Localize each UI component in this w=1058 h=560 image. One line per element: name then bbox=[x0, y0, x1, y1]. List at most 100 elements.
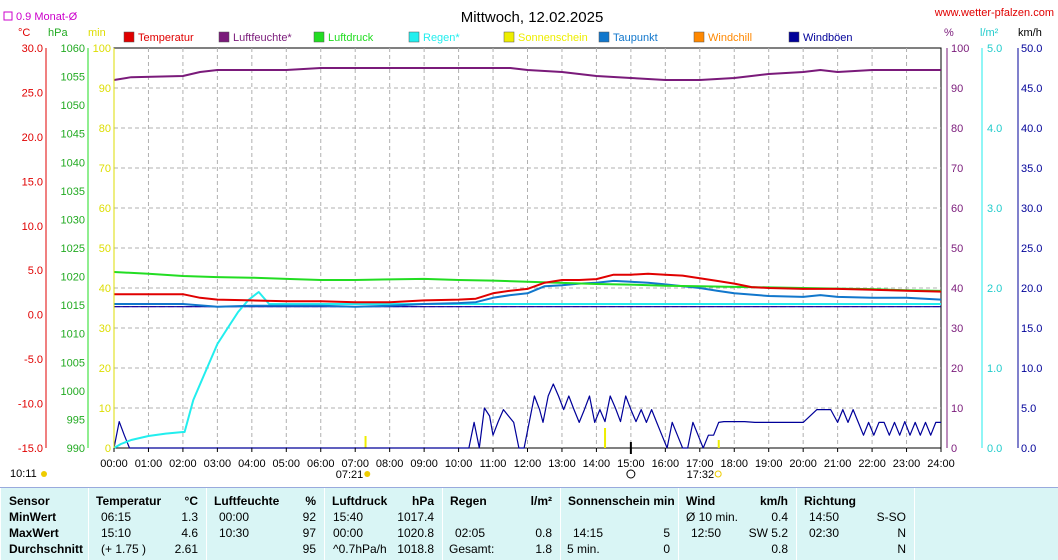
wind-tick-label: 0.0 bbox=[1021, 443, 1036, 455]
time-tick-label: 24:00 bbox=[927, 458, 955, 470]
legend-item-rain: Regen* bbox=[408, 31, 460, 44]
weather-chart: Mittwoch, 12.02.2025 www.wetter-pfalzen.… bbox=[3, 7, 1054, 481]
temp-tick-label: -15.0 bbox=[18, 443, 43, 455]
temp-max-time: 15:10 bbox=[101, 526, 132, 540]
wind-tick-label: 40.0 bbox=[1021, 123, 1042, 135]
temp-min: 1.3 bbox=[181, 510, 198, 524]
sun-tick-label: 70 bbox=[99, 163, 111, 175]
wind-tick-label: 50.0 bbox=[1021, 43, 1042, 55]
series-humidity bbox=[113, 67, 941, 81]
legend-swatch bbox=[503, 31, 515, 43]
stats-row-avg: Durchschnitt bbox=[9, 542, 84, 556]
wind-tick-label: 20.0 bbox=[1021, 283, 1042, 295]
legend-label: Taupunkt bbox=[613, 32, 658, 44]
temp-tick-label: 20.0 bbox=[22, 132, 43, 144]
plot-area bbox=[113, 47, 942, 449]
legend-item-pressure: Luftdruck bbox=[313, 31, 374, 44]
legend-label: Regen* bbox=[423, 32, 460, 44]
legend-item-dewpoint: Taupunkt bbox=[598, 31, 658, 44]
pressure-tick-label: 1005 bbox=[61, 357, 85, 369]
stats-col-labels: Sensor MinWert MaxWert Durchschnitt bbox=[0, 488, 88, 560]
temp-avg: 2.61 bbox=[174, 542, 198, 556]
sun-max: 5 bbox=[663, 526, 670, 540]
legend-label: Sonnenschein bbox=[518, 32, 588, 44]
month-avg-label: 0.9 Monat-Ø bbox=[16, 11, 78, 23]
legend-swatch bbox=[123, 31, 135, 43]
legend-swatch bbox=[598, 31, 610, 43]
humidity-avg: 95 bbox=[302, 542, 316, 556]
humidity-tick-label: 10 bbox=[951, 403, 963, 415]
pressure-tick-label: 990 bbox=[67, 443, 85, 455]
sunrise-time: 07:21 bbox=[336, 469, 364, 481]
humidity-tick-label: 50 bbox=[951, 243, 963, 255]
series-rain bbox=[113, 291, 941, 449]
pressure-tick-label: 1060 bbox=[61, 43, 85, 55]
stats-row-min: MinWert bbox=[9, 510, 57, 524]
rain-total: 1.8 bbox=[535, 542, 552, 556]
stats-col-temp: Temperatur °C 06:15 1.3 15:10 4.6 (+ 1.7… bbox=[88, 488, 206, 560]
humidity-tick-label: 90 bbox=[951, 83, 963, 95]
pressure-tick-label: 1030 bbox=[61, 214, 85, 226]
wind-avg: 0.8 bbox=[771, 542, 788, 556]
statistics-table: Sensor MinWert MaxWert Durchschnitt Temp… bbox=[0, 487, 1058, 560]
humidity-tick-label: 100 bbox=[951, 43, 969, 55]
humidity-title: Luftfeuchte bbox=[214, 494, 280, 508]
temp-min-time: 06:15 bbox=[101, 510, 132, 524]
series-temperature bbox=[114, 272, 942, 304]
series-gusts bbox=[113, 383, 941, 449]
wind-title: Wind bbox=[686, 494, 716, 508]
temp-tick-label: 30.0 bbox=[22, 43, 43, 55]
sun-tick-label: 10 bbox=[99, 403, 111, 415]
wind-tick-label: 15.0 bbox=[1021, 323, 1042, 335]
humidity-axis-unit: % bbox=[944, 27, 954, 39]
pressure-tick-label: 1045 bbox=[61, 129, 85, 141]
sun-tick-label: 80 bbox=[99, 123, 111, 135]
humidity-max: 97 bbox=[302, 526, 316, 540]
time-tick-label: 04:00 bbox=[238, 458, 266, 470]
humidity-min: 92 bbox=[302, 510, 316, 524]
humidity-min-time: 00:00 bbox=[219, 510, 250, 524]
moon-icon bbox=[41, 471, 47, 477]
legend-item-humidity: Luftfeuchte* bbox=[218, 31, 292, 44]
legend-swatch bbox=[693, 31, 705, 43]
month-avg-icon bbox=[3, 11, 13, 21]
moon-time: 10:11 bbox=[10, 468, 37, 480]
stats-col-rain: Regen l/m² 02:05 0.8 Gesamt: 1.8 bbox=[442, 488, 560, 560]
time-tick-label: 16:00 bbox=[652, 458, 680, 470]
direction-avg: N bbox=[897, 542, 906, 556]
humidity-max-time: 10:30 bbox=[219, 526, 250, 540]
stats-col-empty bbox=[914, 488, 1058, 560]
legend-label: Windchill bbox=[708, 32, 752, 44]
legend-item-sunshine: Sonnenschein bbox=[503, 31, 588, 44]
wind-tick-label: 35.0 bbox=[1021, 163, 1042, 175]
wind-min-label: Ø 10 min. bbox=[686, 510, 739, 524]
temp-tick-label: -10.0 bbox=[18, 399, 43, 411]
rain-tick-label: 0.0 bbox=[987, 443, 1002, 455]
humidity-tick-label: 0 bbox=[951, 443, 957, 455]
rain-tick-label: 1.0 bbox=[987, 363, 1002, 375]
rain-tick-label: 2.0 bbox=[987, 283, 1002, 295]
rain-max-time: 02:05 bbox=[455, 526, 486, 540]
pressure-max-time: 00:00 bbox=[333, 526, 364, 540]
time-tick-label: 19:00 bbox=[755, 458, 783, 470]
time-tick-label: 14:00 bbox=[583, 458, 611, 470]
pressure-tick-label: 1040 bbox=[61, 157, 85, 169]
legend-label: Luftfeuchte* bbox=[233, 32, 292, 44]
time-tick-label: 22:00 bbox=[858, 458, 886, 470]
legend-swatch bbox=[408, 31, 420, 43]
pressure-tick-label: 1000 bbox=[61, 386, 85, 398]
sun-tick-label: 50 bbox=[99, 243, 111, 255]
time-tick-label: 17:00 bbox=[686, 458, 714, 470]
time-tick-label: 23:00 bbox=[893, 458, 921, 470]
pressure-max: 1020.8 bbox=[397, 526, 434, 540]
temp-unit: °C bbox=[184, 494, 198, 508]
temp-tick-label: -5.0 bbox=[24, 354, 43, 366]
sun-title: Sonnenschein min bbox=[568, 494, 675, 508]
sun-tick-label: 40 bbox=[99, 283, 111, 295]
legend-swatch bbox=[218, 31, 230, 43]
site-link[interactable]: www.wetter-pfalzen.com bbox=[934, 7, 1054, 19]
stats-row-max: MaxWert bbox=[9, 526, 59, 540]
pressure-tick-label: 1055 bbox=[61, 72, 85, 84]
pressure-tick-label: 1035 bbox=[61, 186, 85, 198]
time-tick-label: 12:00 bbox=[514, 458, 542, 470]
